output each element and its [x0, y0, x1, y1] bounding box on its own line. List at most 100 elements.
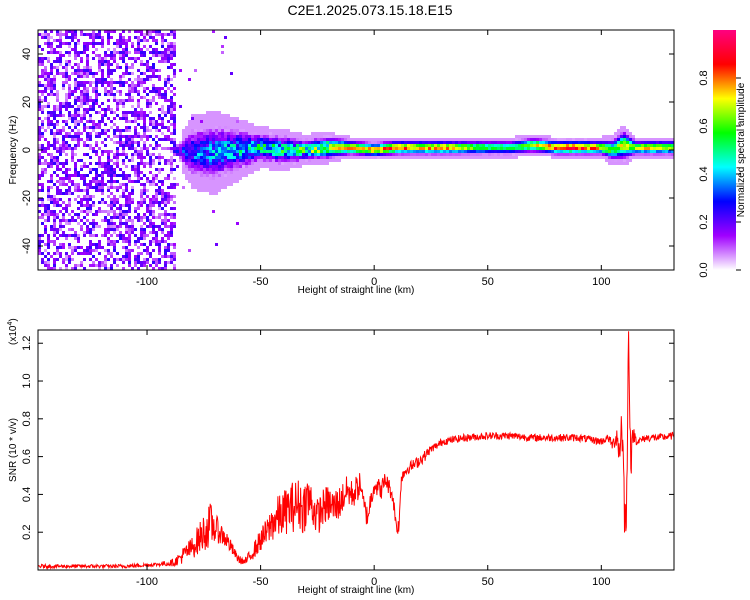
heatmap-cell: [137, 201, 140, 204]
heatmap-cell: [500, 147, 503, 150]
heatmap-cell: [125, 222, 128, 225]
heatmap-cell: [578, 138, 581, 141]
heatmap-cell: [161, 189, 164, 192]
heatmap-cell: [506, 144, 509, 147]
heatmap-cell: [266, 132, 269, 135]
heatmap-cell: [278, 144, 281, 147]
heatmap-cell: [215, 135, 218, 138]
heatmap-cell: [425, 153, 428, 156]
heatmap-cell: [455, 156, 458, 159]
heatmap-cell: [128, 87, 131, 90]
heatmap-cell: [647, 156, 650, 159]
heatmap-cell: [140, 51, 143, 54]
heatmap-cell: [125, 231, 128, 234]
heatmap-cell: [140, 162, 143, 165]
heatmap-cell: [38, 108, 41, 111]
heatmap-cell: [197, 129, 200, 132]
heatmap-cell: [224, 147, 227, 150]
heatmap-cell: [101, 72, 104, 75]
heatmap-cell: [581, 153, 584, 156]
heatmap-cell: [89, 210, 92, 213]
heatmap-cell: [101, 165, 104, 168]
heatmap-cell: [62, 219, 65, 222]
heatmap-cell: [437, 156, 440, 159]
heatmap-cell: [107, 219, 110, 222]
heatmap-cell: [104, 87, 107, 90]
heatmap-cell: [143, 162, 146, 165]
heatmap-cell: [152, 126, 155, 129]
heatmap-cell: [38, 210, 41, 213]
heatmap-cell: [278, 156, 281, 159]
heatmap-cell: [296, 153, 299, 156]
heatmap-cell: [149, 69, 152, 72]
heatmap-cell: [98, 30, 101, 33]
heatmap-cell: [119, 42, 122, 45]
heatmap-cell: [359, 150, 362, 153]
heatmap-cell: [233, 129, 236, 132]
heatmap-cell: [401, 147, 404, 150]
heatmap-cell: [320, 153, 323, 156]
heatmap-cell: [98, 54, 101, 57]
heatmap-cell: [317, 144, 320, 147]
heatmap-cell: [53, 111, 56, 114]
heatmap-cell: [107, 174, 110, 177]
heatmap-cell: [230, 147, 233, 150]
heatmap-cell: [140, 72, 143, 75]
heatmap-cell: [332, 156, 335, 159]
heatmap-cell: [80, 84, 83, 87]
heatmap-cell: [47, 162, 50, 165]
heatmap-cell: [56, 96, 59, 99]
heatmap-cell: [44, 249, 47, 252]
heatmap-cell: [470, 138, 473, 141]
heatmap-cell: [95, 258, 98, 261]
heatmap-cell: [47, 186, 50, 189]
heatmap-cell: [83, 96, 86, 99]
heatmap-cell: [80, 132, 83, 135]
heatmap-cell: [77, 123, 80, 126]
heatmap-cell: [146, 138, 149, 141]
heatmap-cell: [92, 264, 95, 267]
heatmap-cell: [188, 78, 191, 81]
heatmap-cell: [329, 147, 332, 150]
heatmap-cell: [137, 153, 140, 156]
heatmap-cell: [230, 162, 233, 165]
heatmap-cell: [44, 204, 47, 207]
heatmap-cell: [257, 162, 260, 165]
heatmap-cell: [164, 210, 167, 213]
heatmap-cell: [248, 156, 251, 159]
heatmap-cell: [155, 123, 158, 126]
heatmap-cell: [284, 156, 287, 159]
heatmap-cell: [395, 144, 398, 147]
heatmap-cell: [326, 162, 329, 165]
heatmap-cell: [518, 150, 521, 153]
heatmap-cell: [164, 264, 167, 267]
heatmap-cell: [104, 183, 107, 186]
heatmap-cell: [512, 147, 515, 150]
heatmap-cell: [206, 162, 209, 165]
heatmap-cell: [149, 222, 152, 225]
heatmap-cell: [131, 192, 134, 195]
heatmap-cell: [143, 54, 146, 57]
heatmap-cell: [128, 195, 131, 198]
heatmap-cell: [245, 147, 248, 150]
heatmap-cell: [278, 138, 281, 141]
heatmap-cell: [116, 102, 119, 105]
heatmap-cell: [131, 114, 134, 117]
heatmap-cell: [404, 144, 407, 147]
heatmap-cell: [563, 156, 566, 159]
heatmap-cell: [131, 222, 134, 225]
heatmap-cell: [53, 210, 56, 213]
heatmap-cell: [125, 54, 128, 57]
heatmap-cell: [164, 219, 167, 222]
heatmap-cell: [401, 138, 404, 141]
heatmap-cell: [173, 243, 176, 246]
heatmap-cell: [278, 141, 281, 144]
heatmap-cell: [407, 156, 410, 159]
heatmap-cell: [125, 126, 128, 129]
heatmap-cell: [107, 99, 110, 102]
heatmap-cell: [95, 183, 98, 186]
heatmap-cell: [125, 153, 128, 156]
heatmap-cell: [134, 60, 137, 63]
heatmap-cell: [161, 93, 164, 96]
heatmap-cell: [203, 126, 206, 129]
